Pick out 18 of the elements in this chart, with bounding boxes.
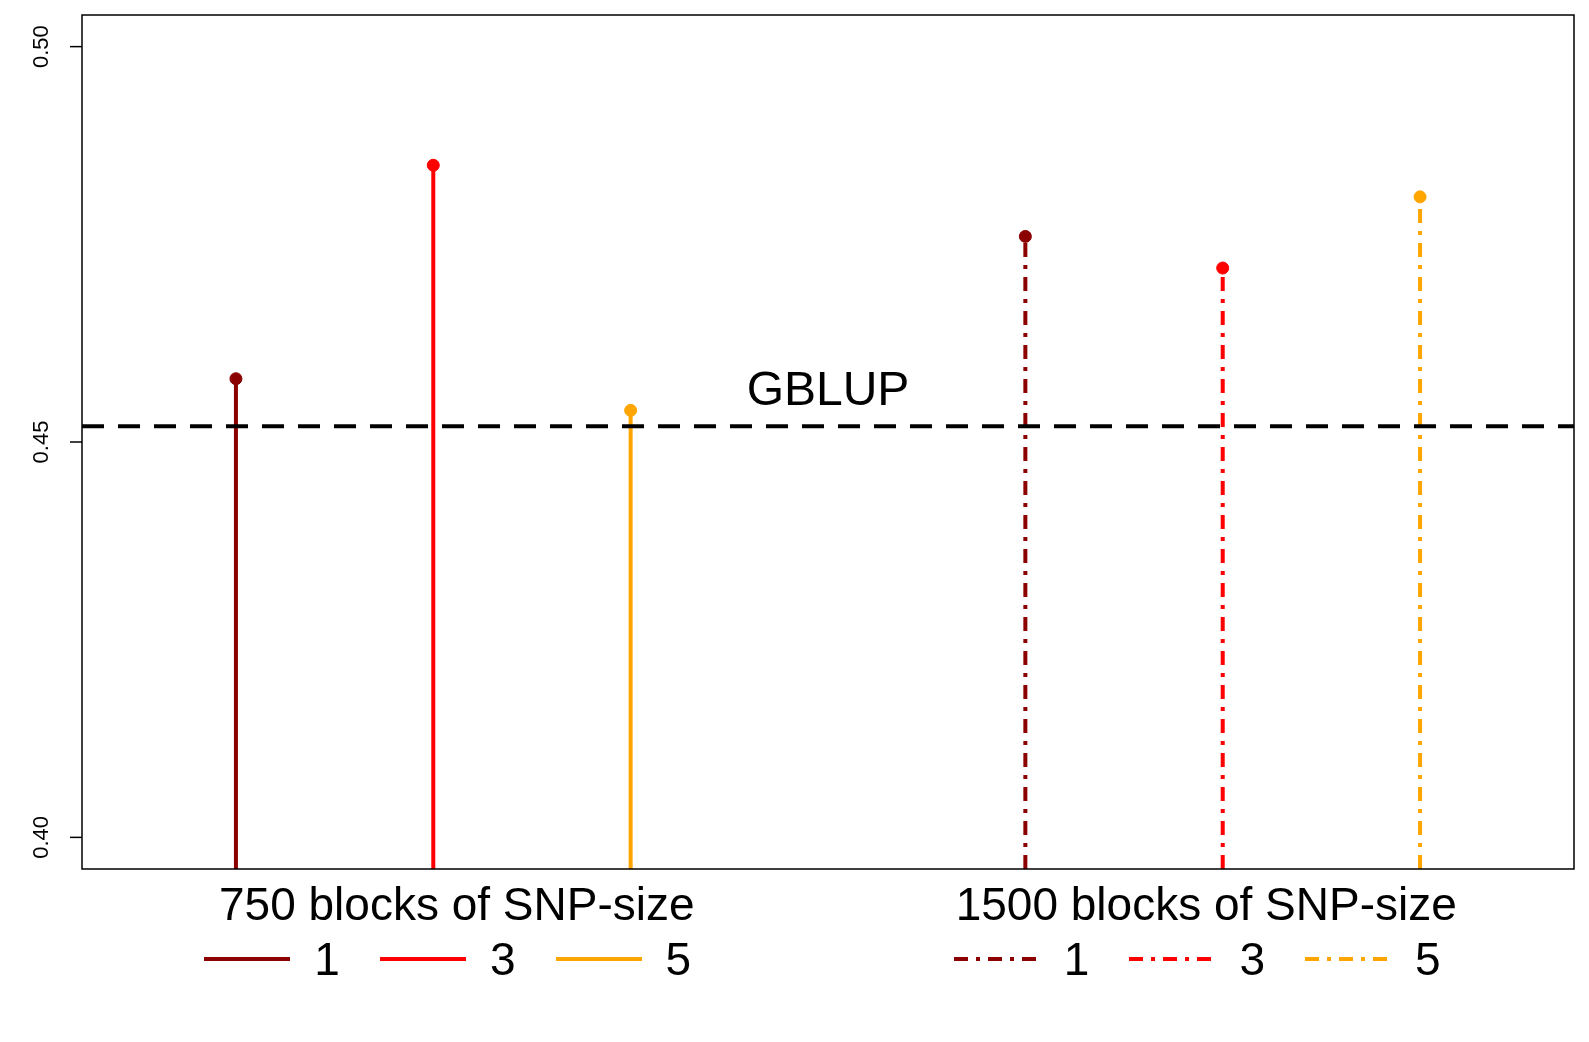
legend-label: 3 [1239,932,1266,986]
legend-label: 3 [489,932,516,986]
text: 750 blocks of SNP-size [218,878,695,930]
legend-label: 1 [1063,932,1090,986]
legend-label: 5 [665,932,692,986]
legend-label: 5 [1415,932,1441,986]
y-tick-label: 0.40 [28,815,54,859]
point [426,158,440,172]
y-tick-label: 0.45 [28,420,54,464]
legend-label: 1 [314,932,340,986]
point [229,372,243,386]
point [1018,229,1032,243]
point [624,403,638,417]
y-tick-label: 0.50 [28,25,54,69]
text: 1500 blocks of SNP-size [955,878,1457,930]
point [1216,261,1230,275]
point [1413,190,1427,204]
ref-line-label: GBLUP [746,362,910,416]
